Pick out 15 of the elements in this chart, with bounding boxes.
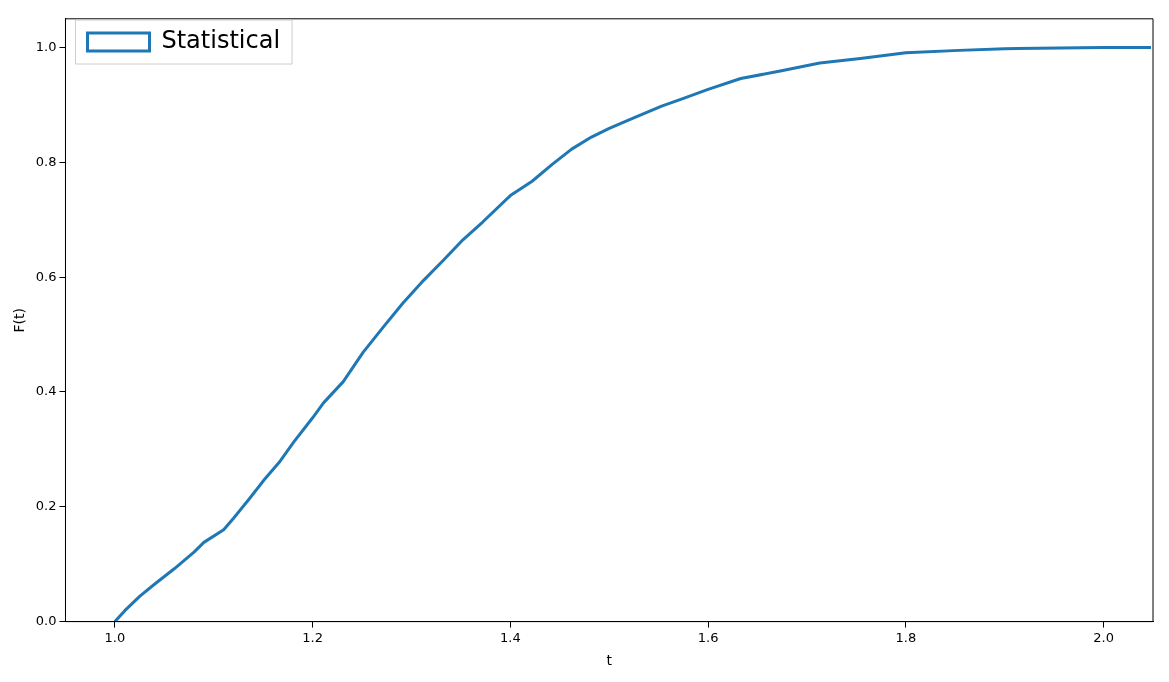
- x-tick-label: 2.0: [1093, 629, 1114, 645]
- y-tick-label: 1.0: [35, 38, 57, 54]
- x-tick-label: 1.6: [697, 629, 719, 645]
- y-tick-label: 0.8: [35, 153, 57, 169]
- y-tick-label: 0.6: [35, 268, 57, 284]
- x-tick-label: 1.4: [500, 629, 521, 645]
- x-tick-label: 1.0: [104, 629, 126, 645]
- x-tick-label: 1.8: [895, 629, 917, 645]
- y-axis-title: F(t): [11, 307, 28, 333]
- x-tick-label: 1.2: [302, 629, 323, 645]
- legend-label: Statistical: [161, 26, 281, 55]
- y-tick-label: 0.0: [35, 612, 57, 628]
- y-tick-label: 0.2: [35, 498, 57, 514]
- y-tick-label: 0.4: [35, 383, 57, 399]
- x-axis-title: t: [606, 652, 613, 669]
